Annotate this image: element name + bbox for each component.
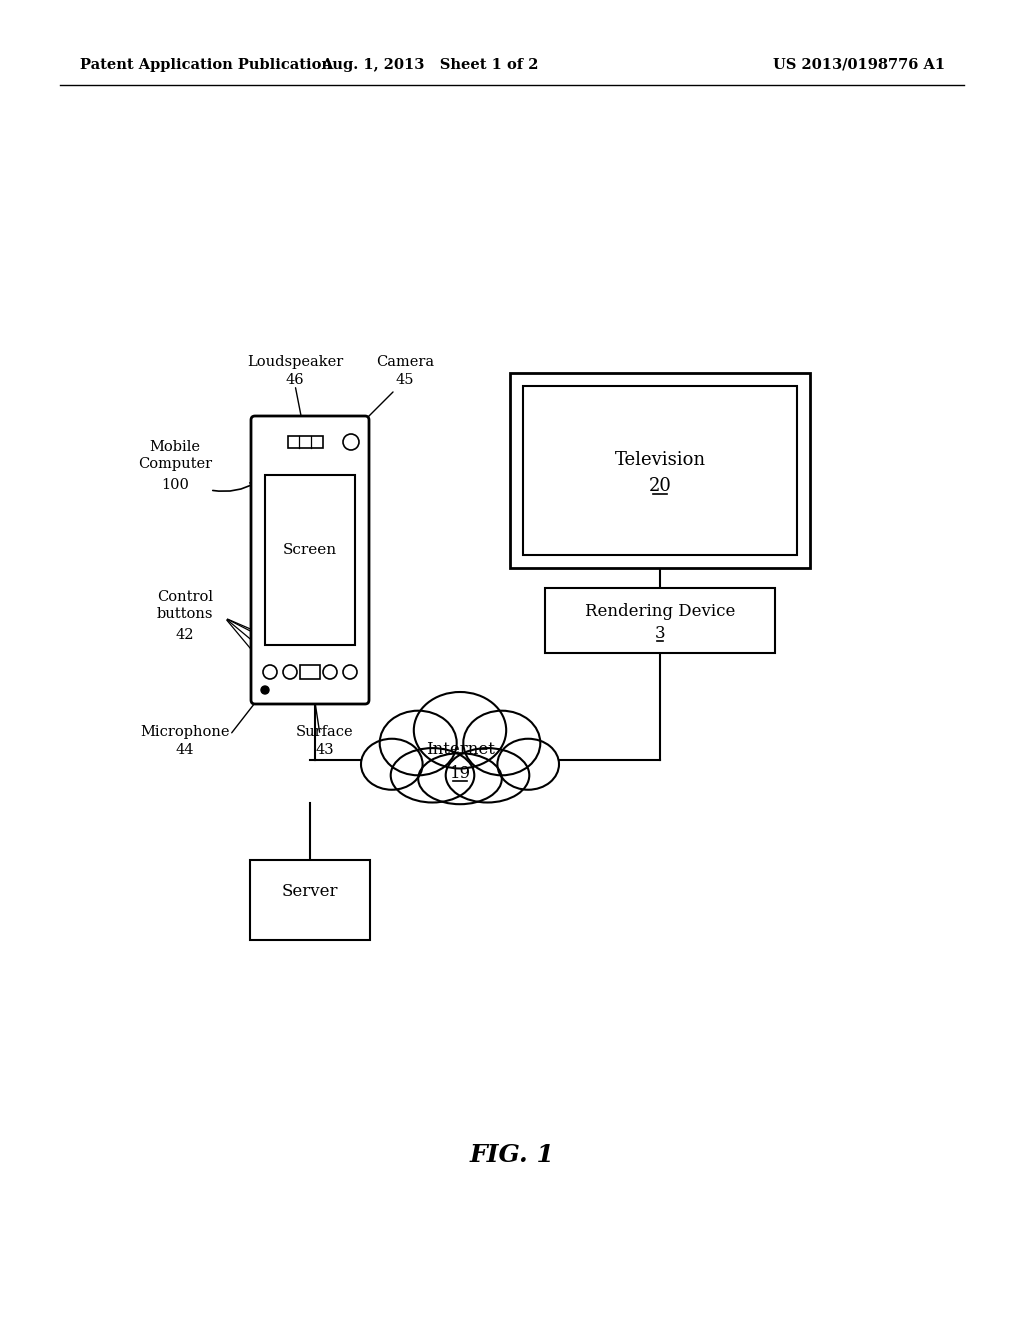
Circle shape — [343, 665, 357, 678]
Text: 42: 42 — [176, 628, 195, 642]
FancyBboxPatch shape — [251, 416, 369, 704]
Text: Patent Application Publication: Patent Application Publication — [80, 58, 332, 73]
Text: Camera: Camera — [376, 355, 434, 370]
Ellipse shape — [380, 710, 457, 775]
Ellipse shape — [463, 710, 541, 775]
Text: 100: 100 — [161, 478, 189, 492]
Bar — [300, 665, 319, 678]
Circle shape — [343, 434, 359, 450]
Circle shape — [283, 665, 297, 678]
Text: 44: 44 — [176, 743, 195, 756]
Text: Microphone: Microphone — [140, 725, 229, 739]
Text: Rendering Device: Rendering Device — [585, 603, 735, 620]
Text: Screen: Screen — [283, 543, 337, 557]
Text: 43: 43 — [315, 743, 334, 756]
Ellipse shape — [361, 739, 423, 789]
Bar — [265, 475, 355, 645]
Bar — [288, 436, 323, 447]
Text: Loudspeaker: Loudspeaker — [247, 355, 343, 370]
Bar — [250, 861, 370, 940]
Text: 20: 20 — [648, 477, 672, 495]
Text: US 2013/0198776 A1: US 2013/0198776 A1 — [773, 58, 945, 73]
Bar — [545, 587, 775, 652]
Ellipse shape — [418, 754, 502, 804]
Text: Mobile
Computer: Mobile Computer — [138, 440, 212, 471]
Text: 46: 46 — [286, 374, 304, 387]
Ellipse shape — [414, 692, 506, 768]
Ellipse shape — [391, 748, 474, 803]
Text: Surface: Surface — [296, 725, 354, 739]
Bar — [523, 385, 797, 554]
Text: Internet: Internet — [426, 742, 495, 759]
Circle shape — [323, 665, 337, 678]
Ellipse shape — [378, 734, 543, 803]
Text: Television: Television — [614, 451, 706, 469]
Ellipse shape — [445, 748, 529, 803]
Text: 3: 3 — [654, 624, 666, 642]
Text: 45: 45 — [395, 374, 415, 387]
Text: FIG. 1: FIG. 1 — [470, 1143, 554, 1167]
Text: 41: 41 — [300, 565, 319, 579]
Text: 101: 101 — [294, 906, 326, 921]
Circle shape — [261, 686, 269, 694]
Text: Control
buttons: Control buttons — [157, 590, 213, 622]
Circle shape — [263, 665, 278, 678]
Text: Server: Server — [282, 883, 338, 900]
Bar — [510, 372, 810, 568]
Text: 19: 19 — [450, 766, 471, 781]
Text: Aug. 1, 2013   Sheet 1 of 2: Aug. 1, 2013 Sheet 1 of 2 — [322, 58, 539, 73]
Ellipse shape — [498, 739, 559, 789]
